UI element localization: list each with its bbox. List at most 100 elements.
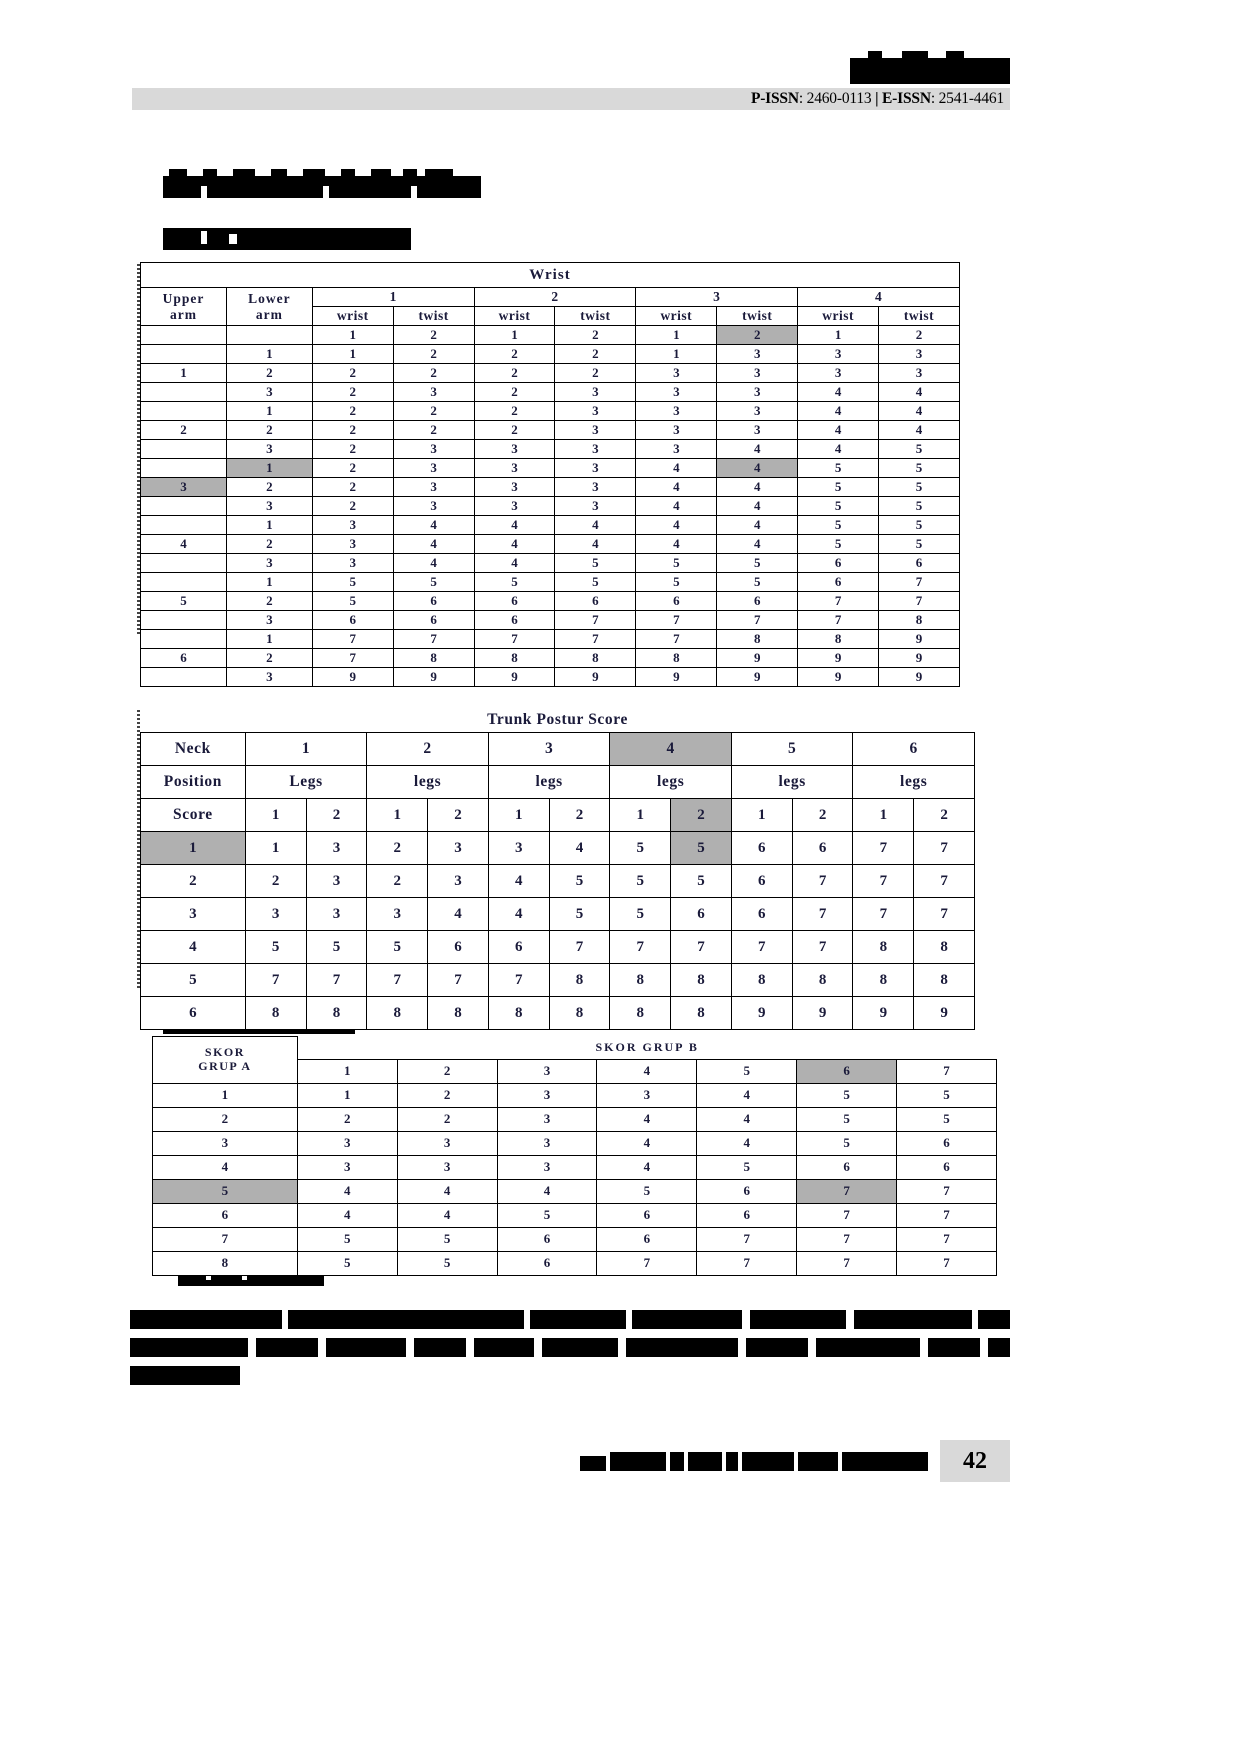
cell-score-8-6: 5 [797,496,880,516]
table-row-title: Wrist [140,262,960,288]
cell-skor-3-4: 5 [696,1154,798,1180]
cell-score-2-5: 3 [716,382,799,402]
cell-score-6-7: 5 [878,458,960,478]
cell-skor-1-5: 5 [796,1106,898,1132]
cell-skor-1-2: 3 [496,1106,598,1132]
cell-skor-4-2: 4 [496,1178,598,1204]
cell-skor-3-5: 6 [796,1154,898,1180]
cell-lower-arm: 3 [225,496,313,516]
cell-score-2-2: 2 [473,382,556,402]
cell-score-0-0: 1 [311,344,394,364]
cell-score-0-3: 2 [554,344,637,364]
cell-skor-5-5: 7 [796,1202,898,1228]
cell-trunk-0-10: 7 [852,831,915,865]
cell-trunk-5-4: 8 [487,996,550,1030]
cell-score-14-1: 6 [392,610,475,630]
header-skor-grup-a: SKOR GRUP A [152,1036,298,1084]
cell-score-2-0: 2 [311,382,394,402]
cell-score-14-0: 6 [311,610,394,630]
scan-edge-left-2 [137,710,141,990]
cell-score-8-3: 3 [554,496,637,516]
cell-trunk-2-11: 7 [913,897,975,931]
cell-skor-0-6: 5 [896,1082,997,1108]
cell-skor-1-6: 5 [896,1106,997,1132]
cell-score-7-5: 4 [716,477,799,497]
cell-score-0-6: 3 [797,344,880,364]
cell-trunk-5-9: 9 [791,996,854,1030]
cell-score-2-1: 3 [392,382,475,402]
table-wrist-title: Wrist [140,262,960,288]
cell-score-11-7: 6 [878,553,960,573]
cell-trunk-0-7: 5 [670,831,732,865]
cell-lower-arm: 2 [225,420,313,440]
cell-trunk-0-2: 2 [366,831,429,865]
cell-score-8-4: 4 [635,496,718,516]
cell-lower-arm: 3 [225,439,313,459]
table-row-legs-labels: Position Legs legs legs legs legs legs [140,765,975,799]
cell-score-3-0: 2 [311,401,394,421]
cell-score-12-1: 5 [392,572,475,592]
cell-score-4-7: 4 [878,420,960,440]
cell-score-17-1: 9 [392,667,475,687]
cell-skor-5-3: 6 [596,1202,698,1228]
cell-trunk-2-8: 6 [730,897,793,931]
skor-column-5: 6 [796,1058,898,1084]
cell-trunk-3-5: 7 [548,930,611,964]
cell-lower-arm: 3 [225,667,313,687]
cell-trunk-5-1: 8 [305,996,368,1030]
cell-score-17-3: 9 [554,667,637,687]
header-position: Position [140,765,246,799]
cell-score-15-1: 7 [392,629,475,649]
table-wrist-posture-score: Wrist Upper arm Lower arm 1 2 3 4 wrist … [140,262,960,687]
cell-score-4-1: 2 [392,420,475,440]
cell-trunk-1-8: 6 [730,864,793,898]
cell-trunk-2-6: 5 [609,897,672,931]
cell-score-3-1: 2 [392,401,475,421]
cell-skor-1-4: 4 [696,1106,798,1132]
cell-lower-arm: 1 [225,515,313,535]
cell-score-11-4: 5 [635,553,718,573]
trunk-group-4: 4 [609,732,732,766]
cell-skor-4-1: 4 [396,1178,498,1204]
twist-index-1: 2 [392,325,475,345]
cell-trunk-5-3: 8 [427,996,489,1030]
cell-trunk-1-4: 4 [487,864,550,898]
cell-score-12-0: 5 [311,572,394,592]
wrist-group-2: 2 [473,287,637,307]
cell-trunk-2-0: 3 [244,897,307,931]
cell-score-2-3: 3 [554,382,637,402]
trunk-group-5: 5 [730,732,854,766]
header-neck: Neck [140,732,246,766]
cell-score-13-1: 6 [392,591,475,611]
cell-score-9-7: 5 [878,515,960,535]
cell-trunk-5-0: 8 [244,996,307,1030]
cell-score-3-5: 3 [716,401,799,421]
cell-score-13-7: 7 [878,591,960,611]
cell-lower-arm: 2 [225,477,313,497]
subheader-twist-4: twist [878,306,960,326]
cell-score-16-1: 8 [392,648,475,668]
cell-skor-3-1: 3 [396,1154,498,1180]
cell-score-13-3: 6 [554,591,637,611]
cell-trunk-3-11: 8 [913,930,975,964]
cell-score-8-2: 3 [473,496,556,516]
cell-score-9-5: 4 [716,515,799,535]
cell-lower-arm: 2 [225,363,313,383]
cell-trunk-1-6: 5 [609,864,672,898]
cell-score-1-0: 2 [311,363,394,383]
cell-skor-7-4: 7 [696,1250,798,1276]
cell-skor-7-0: 5 [296,1250,398,1276]
cell-score-12-5: 5 [716,572,799,592]
cell-trunk-4-6: 8 [609,963,672,997]
cell-score-17-5: 9 [716,667,799,687]
table-skor-title: SKOR GRUP B [595,1040,699,1054]
cell-trunk-0-5: 4 [548,831,611,865]
cell-trunk-4-1: 7 [305,963,368,997]
cell-neck-score: 1 [140,831,246,865]
